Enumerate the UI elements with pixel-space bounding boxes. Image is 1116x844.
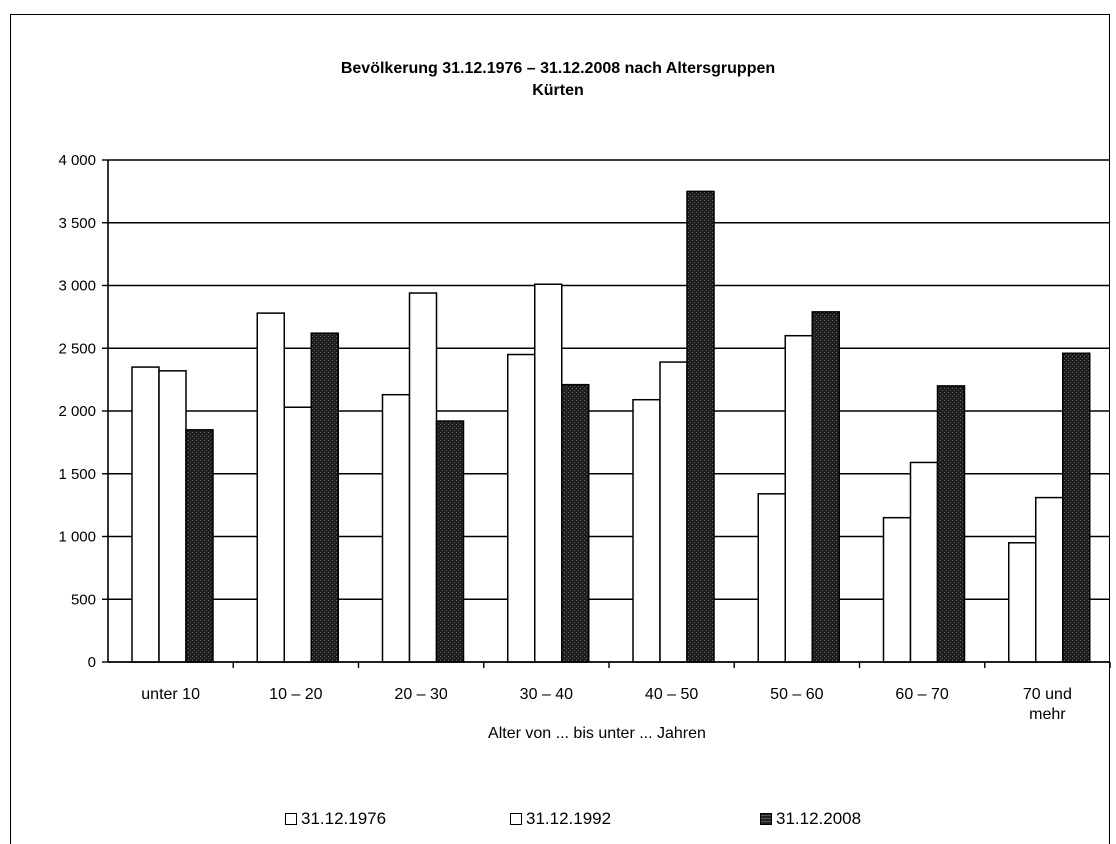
legend-label-2008: 31.12.2008 — [776, 809, 862, 828]
legend-swatch-1976 — [285, 813, 297, 825]
bar-31.12.2008-4 — [686, 190, 715, 663]
legend-item-2008: 31.12.2008 — [760, 808, 861, 830]
legend-swatch-2008 — [760, 813, 772, 825]
bar-31.12.1992-4 — [659, 361, 688, 663]
legend-label-1976: 31.12.1976 — [301, 809, 387, 828]
bar-31.12.1976-0 — [131, 366, 160, 663]
y-tick-label: 2 000 — [58, 403, 96, 420]
bar-31.12.2008-3 — [561, 383, 590, 663]
x-tick-label: 20 – 30 — [394, 686, 447, 703]
y-tick-label: 1 000 — [58, 529, 96, 546]
y-tick-label: 2 500 — [58, 340, 96, 357]
y-tick-label: 3 500 — [58, 215, 96, 232]
bar-31.12.1976-4 — [632, 398, 661, 663]
chart-title: Bevölkerung 31.12.1976 – 31.12.2008 nach… — [340, 60, 776, 77]
bar-31.12.1976-7 — [1008, 542, 1037, 663]
x-tick-label: mehr — [1029, 706, 1066, 723]
x-tick-label: 10 – 20 — [269, 686, 322, 703]
bar-31.12.1992-3 — [534, 283, 563, 663]
bar-31.12.1992-5 — [784, 334, 813, 663]
x-tick-label: 60 – 70 — [895, 686, 948, 703]
legend-label-1992: 31.12.1992 — [526, 809, 612, 828]
bar-31.12.2008-0 — [185, 429, 214, 663]
legend-swatch-1992 — [510, 813, 522, 825]
bar-31.12.1976-2 — [381, 393, 411, 663]
y-tick-label: 500 — [71, 591, 96, 608]
chart-subtitle: Kürten — [532, 82, 584, 99]
bar-31.12.1976-3 — [507, 353, 536, 663]
x-tick-label: 70 und — [1023, 686, 1072, 703]
legend-item-1976: 31.12.1976 — [285, 808, 386, 830]
chart-frame — [10, 14, 1110, 844]
x-tick-label: 40 – 50 — [645, 686, 698, 703]
y-tick-label: 0 — [88, 654, 96, 671]
bar-31.12.1976-5 — [757, 493, 786, 663]
chart-title-block: Bevölkerung 31.12.1976 – 31.12.2008 nach… — [0, 58, 1116, 102]
y-tick-label: 4 000 — [58, 152, 96, 169]
x-axis-title: Alter von ... bis unter ... Jahren — [488, 725, 706, 742]
bar-31.12.2008-5 — [811, 311, 840, 663]
bar-31.12.1992-0 — [158, 370, 187, 663]
bar-31.12.1992-1 — [283, 406, 312, 663]
y-tick-label: 1 500 — [58, 466, 96, 483]
bar-31.12.2008-7 — [1062, 352, 1091, 663]
legend-item-1992: 31.12.1992 — [510, 808, 611, 830]
bar-31.12.2008-2 — [435, 420, 465, 663]
x-tick-label: 50 – 60 — [770, 686, 823, 703]
bar-31.12.2008-1 — [310, 332, 339, 663]
bar-31.12.1976-1 — [256, 312, 285, 663]
bar-31.12.1992-6 — [909, 461, 939, 663]
bar-31.12.1976-6 — [882, 516, 912, 663]
bar-31.12.1992-7 — [1035, 496, 1064, 663]
x-tick-label: unter 10 — [141, 686, 200, 703]
bar-31.12.1992-2 — [408, 292, 438, 663]
bar-31.12.2008-6 — [936, 385, 966, 663]
x-tick-label: 30 – 40 — [520, 686, 573, 703]
y-tick-label: 3 000 — [58, 278, 96, 295]
